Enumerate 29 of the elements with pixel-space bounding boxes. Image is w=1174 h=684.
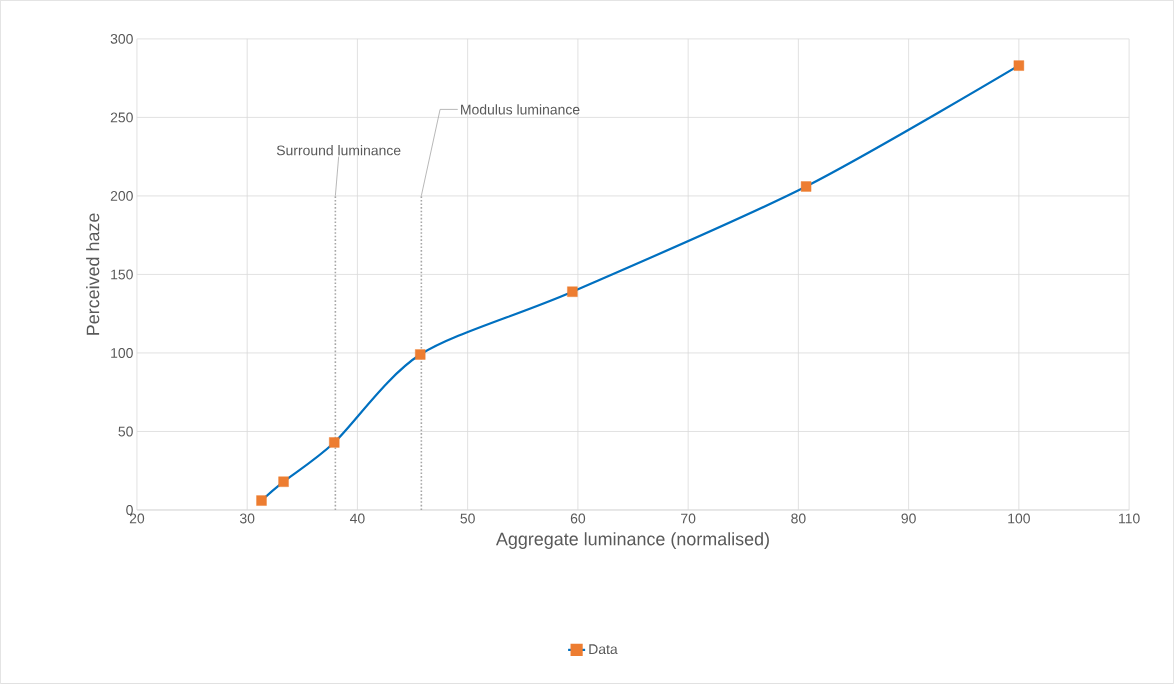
y-tick-label: 0 bbox=[126, 505, 133, 515]
point bbox=[278, 476, 289, 487]
ref-line-label: Surround luminance bbox=[276, 145, 401, 156]
y-tick-label: 300 bbox=[110, 33, 133, 44]
x-tick-label: 40 bbox=[349, 513, 365, 524]
x-axis-title: Aggregate luminance (normalised) bbox=[495, 532, 769, 549]
y-tick-label: 150 bbox=[111, 269, 133, 280]
point bbox=[567, 286, 578, 297]
x-tick-label: 110 bbox=[1119, 513, 1140, 524]
y-tick-label: 200 bbox=[110, 191, 133, 201]
x-tick-label: 100 bbox=[1008, 513, 1030, 524]
y-tick-label: 250 bbox=[110, 112, 133, 123]
x-tick-label: 70 bbox=[681, 513, 696, 524]
y-axis-title: Perceived haze bbox=[86, 213, 100, 335]
point bbox=[329, 437, 340, 448]
x-tick-label: 60 bbox=[570, 513, 586, 524]
x-tick-label: 30 bbox=[239, 513, 255, 524]
y-tick-label: 50 bbox=[118, 426, 133, 437]
x-tick-label: 50 bbox=[460, 513, 475, 524]
x-tick-label: 80 bbox=[791, 513, 806, 524]
point bbox=[800, 181, 812, 192]
ref-line-label: Modulus luminance bbox=[461, 104, 580, 115]
point bbox=[415, 349, 426, 360]
x-tick-label: 90 bbox=[901, 513, 916, 524]
point bbox=[1013, 60, 1025, 71]
y-tick-label: 100 bbox=[111, 348, 133, 358]
legend-label: Data bbox=[589, 644, 618, 655]
x-tick-label: 20 bbox=[129, 513, 145, 524]
point bbox=[256, 495, 267, 506]
